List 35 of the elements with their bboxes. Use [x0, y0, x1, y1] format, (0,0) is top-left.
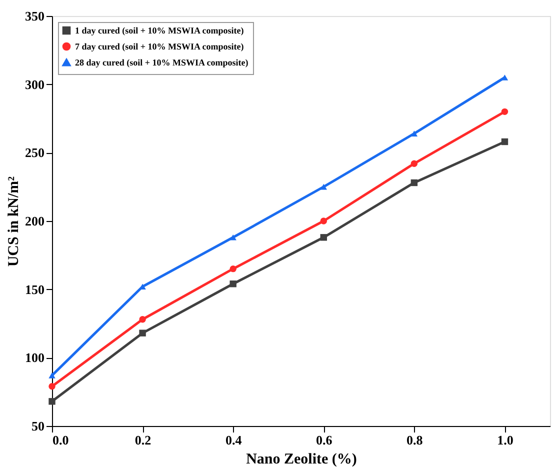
- point: [139, 330, 146, 336]
- point: [320, 218, 327, 224]
- y-tick-label: 150: [25, 282, 44, 297]
- point: [48, 372, 56, 378]
- point: [410, 160, 418, 167]
- y-tick-label: 200: [25, 214, 44, 228]
- point: [48, 398, 56, 405]
- x-tick-label: 0.0: [52, 432, 69, 448]
- x-tick-label: 0.4: [225, 432, 242, 448]
- point: [320, 184, 327, 190]
- point: [410, 179, 418, 186]
- point: [139, 316, 146, 323]
- x-tick-label: 1.0: [497, 432, 514, 448]
- legend-label: 28 day cured (soil + 10% MSWIA composite): [75, 58, 248, 68]
- point: [320, 234, 327, 241]
- point: [410, 130, 418, 136]
- point: [230, 265, 236, 272]
- legend-label: 1 day cured (soil + 10% MSWIA composite): [75, 26, 244, 36]
- legend-label: 7 day cured (soil + 10% MSWIA composite): [75, 42, 244, 52]
- x-tick-label: 0.8: [406, 432, 424, 448]
- point: [501, 108, 508, 116]
- y-axis-title: UCS in kN/m²: [6, 176, 22, 267]
- x-tick-label: 0.2: [134, 432, 152, 448]
- point: [230, 234, 236, 240]
- y-tick-label: 100: [25, 350, 44, 366]
- y-tick-label: 50: [32, 418, 44, 434]
- x-axis-title: Nano Zeolite (%): [246, 452, 357, 468]
- point: [501, 138, 508, 146]
- y-tick-label: 250: [25, 145, 44, 160]
- point: [48, 383, 56, 390]
- y-tick-label: 300: [25, 76, 44, 92]
- point: [139, 284, 146, 290]
- x-tick-label: 0.6: [316, 432, 333, 448]
- point: [230, 280, 236, 288]
- y-tick-label: 350: [25, 8, 44, 24]
